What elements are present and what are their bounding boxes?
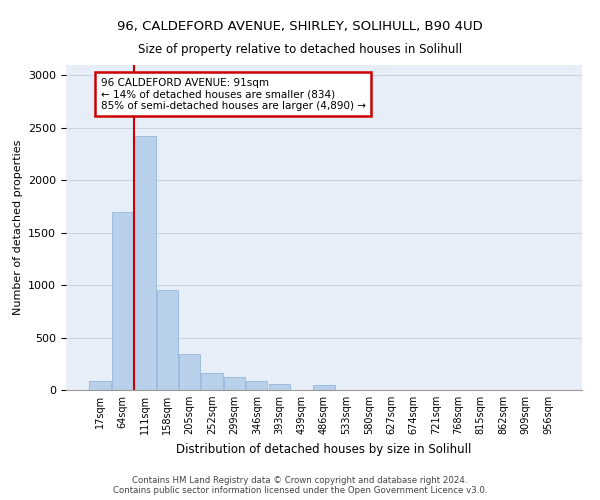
- Bar: [157, 290, 178, 390]
- Y-axis label: Number of detached properties: Number of detached properties: [13, 140, 23, 315]
- Bar: [269, 384, 290, 390]
- Text: Contains HM Land Registry data © Crown copyright and database right 2024.
Contai: Contains HM Land Registry data © Crown c…: [113, 476, 487, 495]
- Bar: [224, 378, 245, 390]
- Text: Size of property relative to detached houses in Solihull: Size of property relative to detached ho…: [138, 42, 462, 56]
- Bar: [313, 385, 335, 390]
- X-axis label: Distribution of detached houses by size in Solihull: Distribution of detached houses by size …: [176, 442, 472, 456]
- Bar: [89, 380, 111, 390]
- Bar: [112, 212, 133, 390]
- Bar: [246, 380, 268, 390]
- Bar: [134, 136, 155, 390]
- Bar: [179, 354, 200, 390]
- Text: 96, CALDEFORD AVENUE, SHIRLEY, SOLIHULL, B90 4UD: 96, CALDEFORD AVENUE, SHIRLEY, SOLIHULL,…: [117, 20, 483, 33]
- Text: 96 CALDEFORD AVENUE: 91sqm
← 14% of detached houses are smaller (834)
85% of sem: 96 CALDEFORD AVENUE: 91sqm ← 14% of deta…: [101, 78, 365, 111]
- Bar: [202, 373, 223, 390]
